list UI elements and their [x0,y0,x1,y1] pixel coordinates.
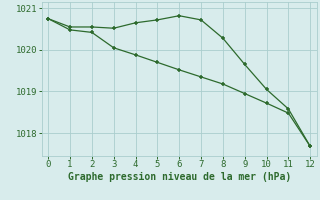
X-axis label: Graphe pression niveau de la mer (hPa): Graphe pression niveau de la mer (hPa) [68,172,291,182]
